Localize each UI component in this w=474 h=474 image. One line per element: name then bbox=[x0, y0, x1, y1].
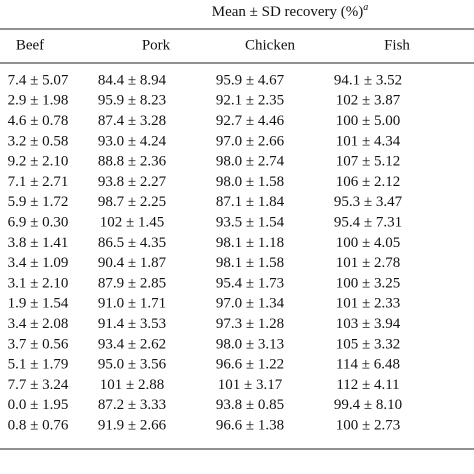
table-cell: 98.1 ± 1.18 bbox=[216, 235, 284, 251]
table-cell: 87.1 ± 1.84 bbox=[216, 194, 285, 210]
table-cell: 3.2 ± 0.58 bbox=[8, 133, 69, 149]
table-cell: 103 ± 3.94 bbox=[336, 316, 401, 332]
table-cell: 97.0 ± 2.66 bbox=[216, 133, 285, 149]
table-cell: 98.7 ± 2.25 bbox=[98, 194, 166, 210]
table-cell: 101 ± 4.34 bbox=[336, 133, 401, 149]
table-cell: 98.0 ± 3.13 bbox=[216, 336, 284, 352]
table-cell: 100 ± 3.25 bbox=[336, 275, 400, 291]
table-cell: 101 ± 2.78 bbox=[336, 255, 400, 271]
table-cell: 98.1 ± 1.58 bbox=[216, 255, 284, 271]
table-cell: 95.9 ± 4.67 bbox=[216, 72, 285, 88]
table-cell: 95.0 ± 3.56 bbox=[98, 357, 167, 373]
table-cell: 101 ± 3.17 bbox=[218, 377, 283, 393]
table-cell: 112 ± 4.11 bbox=[336, 377, 399, 393]
header-title: Mean ± SD recovery (%)a bbox=[212, 2, 369, 20]
table-cell: 106 ± 2.12 bbox=[336, 174, 400, 190]
table-cell: 95.3 ± 3.47 bbox=[334, 194, 403, 210]
table-cell: 102 ± 3.87 bbox=[336, 93, 401, 109]
table-cell: 96.6 ± 1.38 bbox=[216, 418, 284, 434]
table-cell: 95.4 ± 1.73 bbox=[216, 275, 284, 291]
table-cell: 98.0 ± 2.74 bbox=[216, 154, 285, 170]
table-cell: 97.0 ± 1.34 bbox=[216, 296, 285, 312]
table-cell: 2.9 ± 1.98 bbox=[8, 93, 69, 109]
table-cell: 1.9 ± 1.54 bbox=[8, 296, 69, 312]
table-cell: 5.1 ± 1.79 bbox=[8, 357, 69, 373]
table-cell: 0.0 ± 1.95 bbox=[8, 397, 69, 413]
table-cell: 96.6 ± 1.22 bbox=[216, 357, 284, 373]
table-cell: 94.1 ± 3.52 bbox=[334, 72, 402, 88]
table-cell: 98.0 ± 1.58 bbox=[216, 174, 284, 190]
table-cell: 91.9 ± 2.66 bbox=[98, 418, 167, 434]
table-cell: 101 ± 2.33 bbox=[336, 296, 400, 312]
table-cell: 87.2 ± 3.33 bbox=[98, 397, 166, 413]
table-cell: 114 ± 6.48 bbox=[336, 357, 400, 373]
table-cell: 95.9 ± 8.23 bbox=[98, 93, 166, 109]
table-cell: 0.8 ± 0.76 bbox=[8, 418, 69, 434]
table-cell: 87.4 ± 3.28 bbox=[98, 113, 166, 129]
table-cell: 86.5 ± 4.35 bbox=[98, 235, 166, 251]
table-cell: 88.8 ± 2.36 bbox=[98, 154, 167, 170]
table-cell: 100 ± 2.73 bbox=[336, 418, 400, 434]
table-cell: 9.2 ± 2.10 bbox=[8, 154, 69, 170]
table-cell: 100 ± 4.05 bbox=[336, 235, 400, 251]
table-cell: 92.1 ± 2.35 bbox=[216, 93, 284, 109]
table-cell: 93.4 ± 2.62 bbox=[98, 336, 166, 352]
table-cell: 87.9 ± 2.85 bbox=[98, 275, 166, 291]
table-cell: 7.7 ± 3.24 bbox=[8, 377, 69, 393]
column-header: Chicken bbox=[245, 37, 295, 53]
table-cell: 95.4 ± 7.31 bbox=[334, 215, 402, 231]
table-cell: 84.4 ± 8.94 bbox=[98, 72, 167, 88]
table-cell: 3.4 ± 1.09 bbox=[8, 255, 69, 271]
table-cell: 6.9 ± 0.30 bbox=[8, 215, 69, 231]
table-cell: 3.4 ± 2.08 bbox=[8, 316, 69, 332]
column-header: Pork bbox=[142, 37, 171, 53]
table-cell: 101 ± 2.88 bbox=[100, 377, 164, 393]
table-cell: 100 ± 5.00 bbox=[336, 113, 400, 129]
header-note: a bbox=[363, 2, 368, 13]
table-cell: 7.4 ± 5.07 bbox=[8, 72, 69, 88]
column-header: Fish bbox=[384, 37, 410, 53]
table-cell: 7.1 ± 2.71 bbox=[8, 174, 69, 190]
column-header: Beef bbox=[16, 37, 44, 53]
table-cell: 5.9 ± 1.72 bbox=[8, 194, 69, 210]
table-cell: 91.4 ± 3.53 bbox=[98, 316, 166, 332]
table-cell: 93.8 ± 2.27 bbox=[98, 174, 167, 190]
table-cell: 3.1 ± 2.10 bbox=[8, 275, 69, 291]
table-cell: 92.7 ± 4.46 bbox=[216, 113, 285, 129]
table-cell: 102 ± 1.45 bbox=[100, 215, 164, 231]
table-cell: 99.4 ± 8.10 bbox=[334, 397, 402, 413]
table-cell: 93.8 ± 0.85 bbox=[216, 397, 284, 413]
table-cell: 3.8 ± 1.41 bbox=[8, 235, 69, 251]
table-cell: 93.0 ± 4.24 bbox=[98, 133, 167, 149]
table-cell: 93.5 ± 1.54 bbox=[216, 215, 285, 231]
table-cell: 4.6 ± 0.78 bbox=[8, 113, 69, 129]
header-title-text: Mean ± SD recovery (%) bbox=[212, 4, 364, 20]
table-cell: 105 ± 3.32 bbox=[336, 336, 400, 352]
table-cell: 107 ± 5.12 bbox=[336, 154, 400, 170]
table-cell: 91.0 ± 1.71 bbox=[98, 296, 166, 312]
table-cell: 3.7 ± 0.56 bbox=[8, 336, 69, 352]
table-cell: 97.3 ± 1.28 bbox=[216, 316, 284, 332]
table-cell: 90.4 ± 1.87 bbox=[98, 255, 167, 271]
